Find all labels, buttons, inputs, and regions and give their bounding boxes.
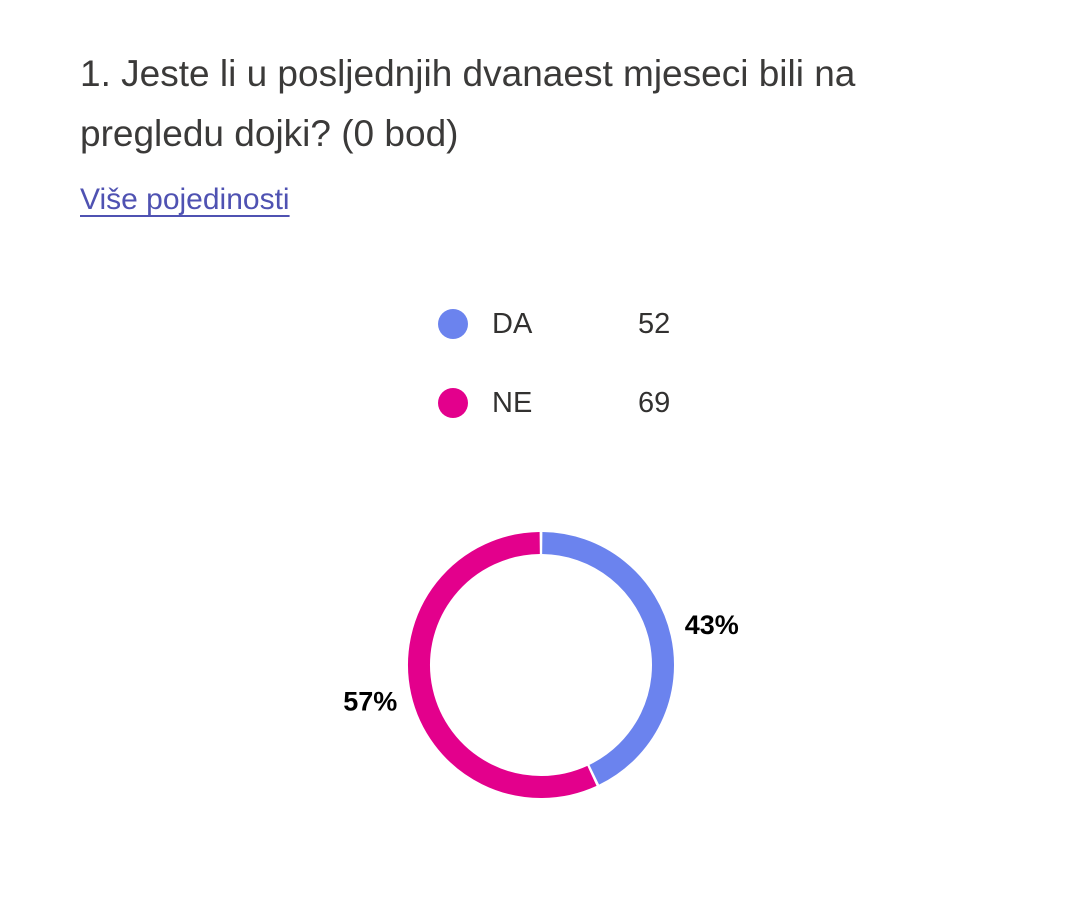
- legend-item-da: DA 52: [438, 302, 698, 346]
- legend-item-ne: NE 69: [438, 381, 698, 425]
- legend-count: 52: [638, 308, 671, 340]
- percent-label-ne: 57%: [343, 686, 397, 716]
- legend-label: DA: [492, 308, 533, 340]
- more-details-link[interactable]: Više pojedinosti: [80, 183, 290, 216]
- legend-label: NE: [492, 387, 533, 419]
- chart-legend: DA 52 NE 69: [438, 302, 698, 460]
- question-title: 1. Jeste li u posljednjih dvanaest mjese…: [80, 53, 856, 154]
- percent-label-da: 43%: [685, 610, 739, 640]
- legend-color-dot-icon: [438, 388, 468, 418]
- donut-slice-da[interactable]: [542, 532, 674, 785]
- legend-color-dot-icon: [438, 309, 468, 339]
- legend-count: 69: [638, 387, 671, 419]
- donut-slice-ne[interactable]: [408, 532, 597, 798]
